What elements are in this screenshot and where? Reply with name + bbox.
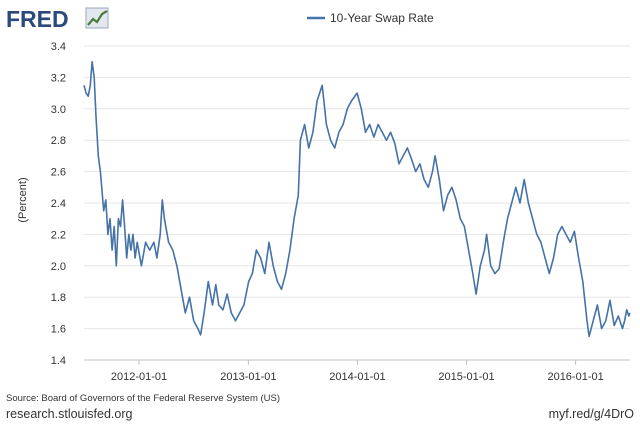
y-tick-labels: 1.4 1.6 1.8 2.0 2.2 2.4 2.6 2.8 3.0 3.2 3.4 xyxy=(51,41,66,367)
x-tick-label: 2013-01-01 xyxy=(220,371,276,383)
y-tick-label: 3.4 xyxy=(51,41,66,53)
y-tick-label: 1.6 xyxy=(51,324,66,336)
y-axis-title: (Percent) xyxy=(17,177,29,222)
series-layer xyxy=(83,60,631,338)
logo-text: FRED xyxy=(6,6,69,32)
x-tick-label: 2016-01-01 xyxy=(547,371,603,383)
short-link[interactable]: myf.red/g/4DrO xyxy=(549,407,635,421)
source-note: Source: Board of Governors of the Federa… xyxy=(6,393,280,404)
fred-logo[interactable]: FRED xyxy=(6,6,109,32)
y-tick-label: 1.8 xyxy=(51,292,66,304)
logo-chart-icon xyxy=(85,7,109,29)
y-tick-label: 2.6 xyxy=(51,167,66,179)
y-tick-label: 3.0 xyxy=(51,104,66,116)
y-tick-label: 3.2 xyxy=(51,72,66,84)
y-tick-label: 2.4 xyxy=(51,198,66,210)
y-tick-label: 2.0 xyxy=(51,261,66,273)
legend: 10-Year Swap Rate xyxy=(307,11,434,25)
x-tick-labels: 2012-01-01 2013-01-01 2014-01-01 2015-01-01… xyxy=(111,360,604,383)
series-line-10-year-swap-rate xyxy=(83,60,631,338)
y-tick-label: 2.2 xyxy=(51,229,66,241)
x-tick-label: 2015-01-01 xyxy=(438,371,494,383)
x-tick-label: 2012-01-01 xyxy=(111,371,167,383)
x-tick-label: 2014-01-01 xyxy=(329,371,385,383)
y-tick-label: 2.8 xyxy=(51,135,66,147)
legend-label: 10-Year Swap Rate xyxy=(330,11,434,25)
y-tick-label: 1.4 xyxy=(51,355,66,367)
site-link[interactable]: research.stlouisfed.org xyxy=(6,407,133,421)
